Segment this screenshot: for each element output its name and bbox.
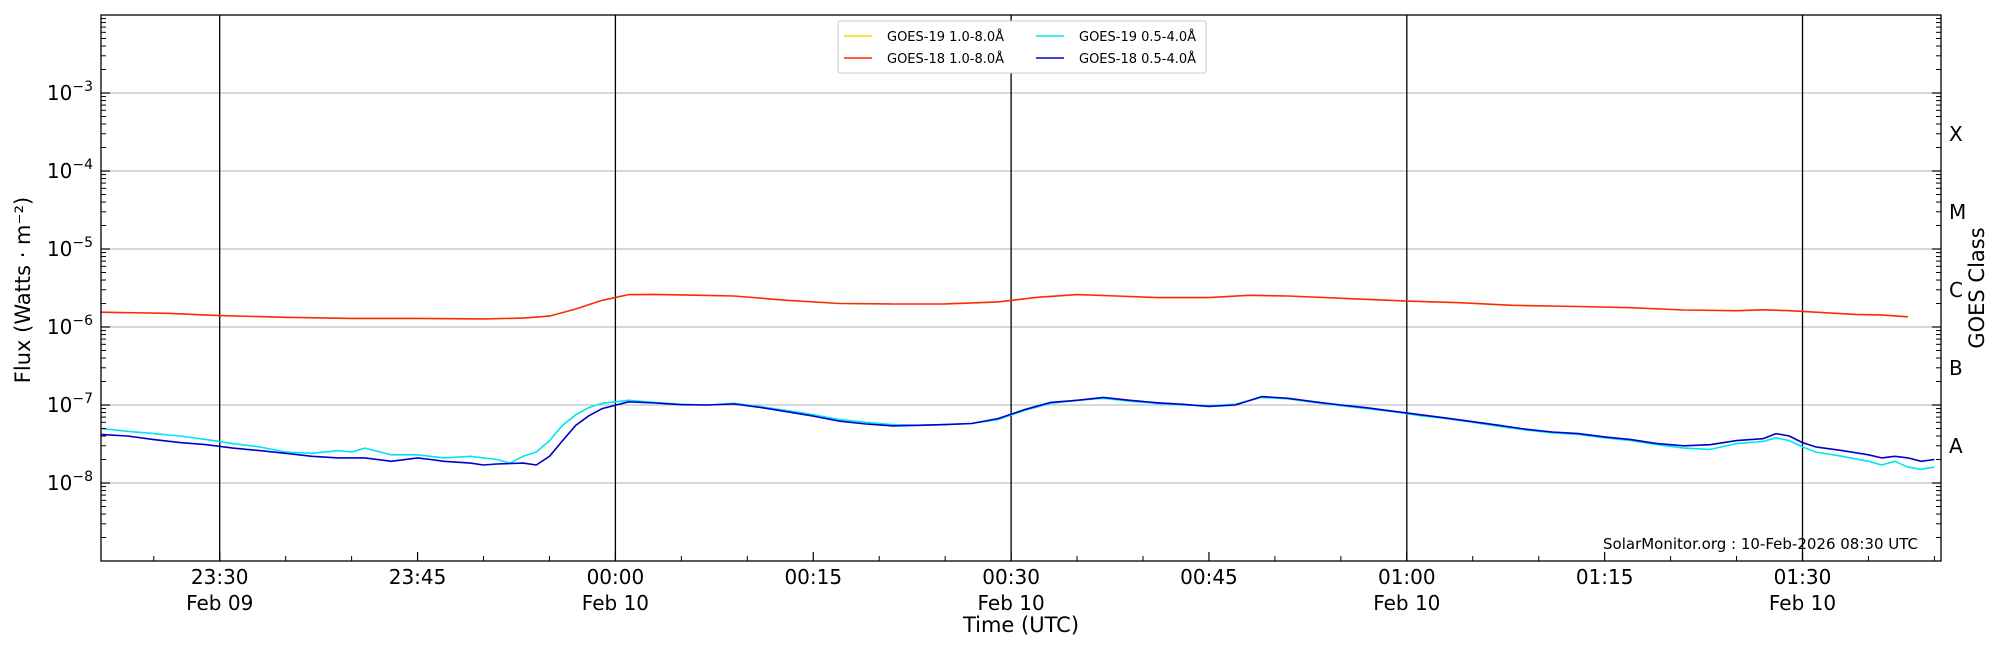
x-tick-date-label: Feb 09: [186, 591, 253, 615]
y-tick-label: 10−7: [47, 391, 93, 417]
x-tick-time-label: 00:15: [784, 565, 842, 589]
grid-lines: [101, 15, 1941, 561]
y-tick-label: 10−8: [47, 469, 93, 495]
series-line-goes-18-1-0-8-0-: [100, 293, 1909, 320]
x-tick-time-label: 00:00: [587, 565, 645, 589]
x-tick-time-label: 00:45: [1180, 565, 1238, 589]
legend-entry-label: GOES-18 0.5-4.0Å: [1079, 51, 1196, 67]
y-tick-label: 10−4: [47, 157, 93, 183]
x-axis-label: Time (UTC): [962, 613, 1079, 637]
plot-lines: [100, 293, 1935, 471]
goes-class-label: X: [1949, 122, 1963, 146]
y-axis-label: Flux (Watts · m⁻²): [11, 197, 35, 383]
goes-class-axis-label: GOES Class: [1965, 227, 1989, 348]
x-tick-date-label: Feb 10: [1373, 591, 1440, 615]
x-tick-time-label: 23:30: [191, 565, 249, 589]
legend-box: [837, 20, 1207, 74]
goes-class-label: M: [1949, 200, 1966, 224]
legend-entry-label: GOES-19 0.5-4.0Å: [1079, 29, 1196, 45]
x-tick-date-label: Feb 10: [977, 591, 1044, 615]
series-line-goes-18-0-5-4-0-: [100, 395, 1935, 466]
x-tick-time-label: 01:30: [1774, 565, 1832, 589]
x-tick-time-label: 01:15: [1576, 565, 1634, 589]
x-tick-date-label: Feb 10: [582, 591, 649, 615]
x-tick-date-label: Feb 10: [1769, 591, 1836, 615]
legend-entry-label: GOES-18 1.0-8.0Å: [887, 51, 1004, 67]
x-tick-time-label: 01:00: [1378, 565, 1436, 589]
plot-frame: [100, 14, 1942, 562]
y-tick-label: 10−3: [47, 79, 93, 105]
x-tick-time-label: 00:30: [982, 565, 1040, 589]
legend: GOES-19 1.0-8.0Å GOES-18 1.0-8.0Å GOES-19 …: [837, 20, 1207, 74]
goes-class-label: A: [1949, 434, 1963, 458]
y-tick-label: 10−6: [47, 313, 93, 339]
goes-class-label: C: [1949, 278, 1963, 302]
credit-text: SolarMonitor.org : 10-Feb-2026 08:30 UTC: [1603, 535, 1918, 553]
goes-class-label: B: [1949, 356, 1963, 380]
x-tick-time-label: 23:45: [389, 565, 447, 589]
y-tick-label: 10−5: [47, 235, 93, 261]
legend-entry-label: GOES-19 1.0-8.0Å: [887, 29, 1004, 45]
series-line-goes-19-0-5-4-0-: [100, 396, 1935, 471]
